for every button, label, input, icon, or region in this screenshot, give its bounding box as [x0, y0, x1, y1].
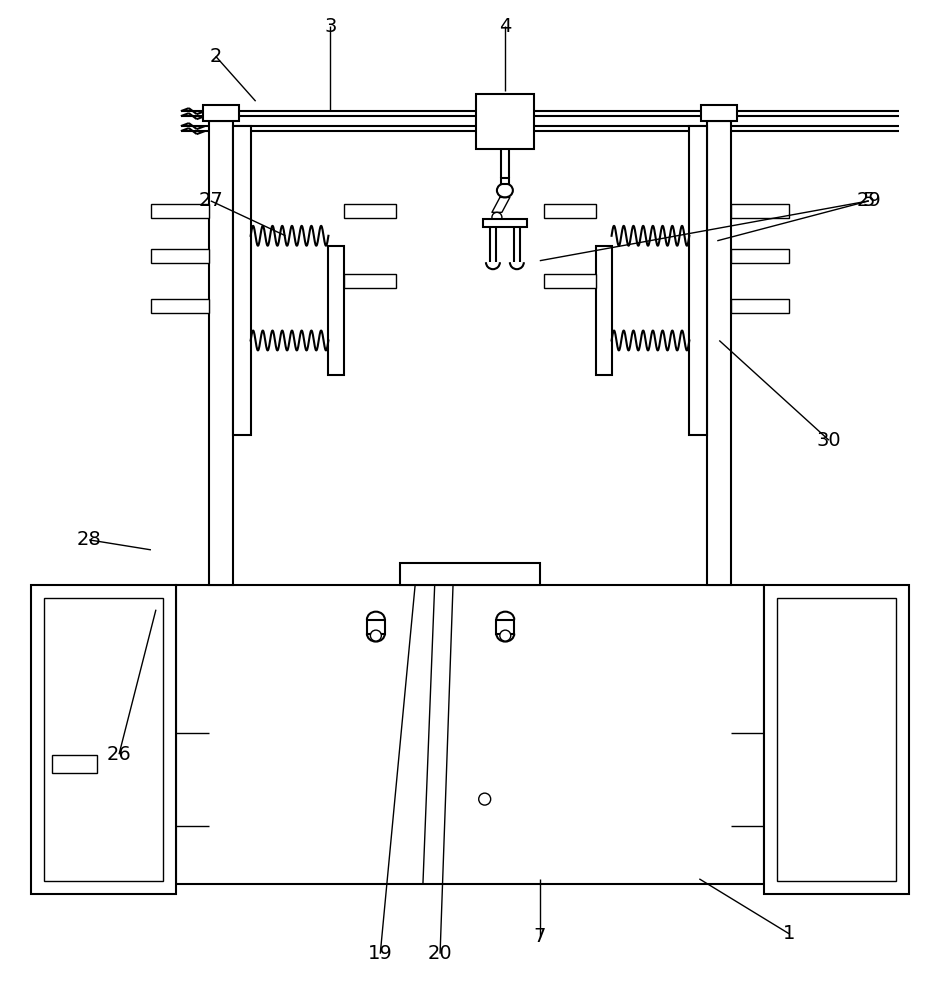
Text: 28: 28	[77, 530, 101, 549]
Bar	[764, 585, 909, 894]
Bar	[344, 204, 396, 218]
Bar	[151, 204, 209, 218]
Bar	[367, 620, 385, 634]
Text: 2: 2	[210, 47, 222, 66]
Text: 5: 5	[863, 191, 875, 210]
Bar	[777, 598, 896, 881]
Bar	[483, 219, 527, 227]
Bar	[52, 755, 97, 773]
Bar	[731, 204, 789, 218]
Bar	[476, 94, 534, 149]
Ellipse shape	[371, 630, 381, 641]
Text: 4: 4	[499, 17, 511, 36]
Bar	[151, 249, 209, 263]
Text: 3: 3	[324, 17, 337, 36]
Bar	[544, 274, 595, 288]
Bar	[31, 585, 176, 894]
Text: 1: 1	[782, 924, 796, 943]
Ellipse shape	[492, 212, 502, 222]
Bar	[544, 204, 595, 218]
Bar	[708, 121, 731, 585]
Bar	[401, 563, 540, 585]
Ellipse shape	[497, 183, 513, 197]
Text: 20: 20	[428, 944, 452, 963]
Bar	[329, 246, 344, 375]
Bar	[595, 246, 611, 375]
Bar	[344, 274, 396, 288]
Text: 29: 29	[856, 191, 881, 210]
Bar	[701, 105, 738, 121]
Bar	[151, 299, 209, 313]
Ellipse shape	[478, 793, 490, 805]
Bar	[176, 585, 764, 884]
Text: 19: 19	[368, 944, 392, 963]
Text: 26: 26	[107, 745, 131, 764]
Bar	[44, 598, 163, 881]
Bar	[689, 126, 708, 435]
Bar	[203, 105, 239, 121]
Bar	[731, 249, 789, 263]
Ellipse shape	[500, 630, 511, 641]
Bar	[731, 299, 789, 313]
Bar	[233, 126, 251, 435]
Bar	[209, 121, 233, 585]
Bar	[501, 178, 509, 184]
Bar	[496, 620, 514, 634]
Text: 27: 27	[198, 191, 223, 210]
Text: 7: 7	[534, 927, 546, 946]
Text: 30: 30	[816, 431, 841, 450]
